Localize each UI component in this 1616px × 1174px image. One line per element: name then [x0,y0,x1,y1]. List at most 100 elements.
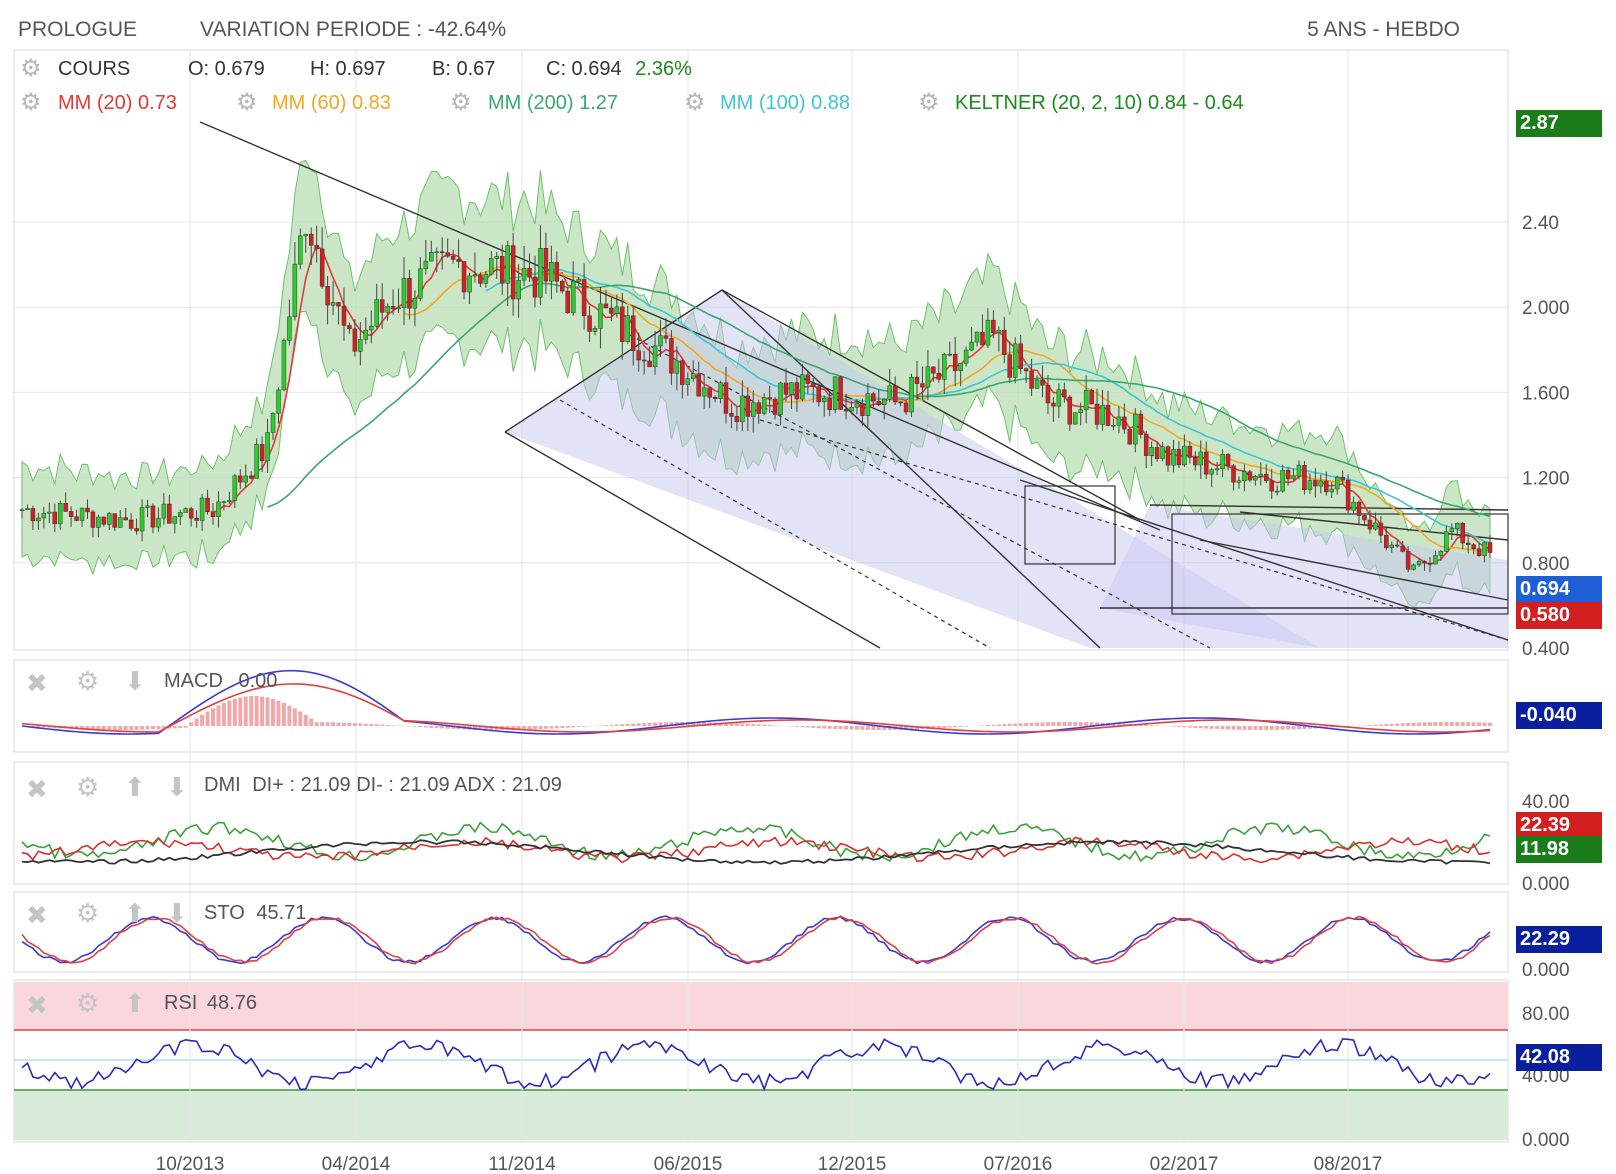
macd-histogram-bar [691,722,696,726]
rsi-close-icon[interactable]: ✖ [26,990,48,1020]
candle-body [1471,544,1476,549]
mm100-gear-icon[interactable]: ⚙ [684,89,706,116]
cours-gear-icon[interactable]: ⚙ [20,55,42,82]
pattern-box-1 [1171,513,1509,615]
mm20-gear-icon[interactable]: ⚙ [20,89,42,116]
sto-close-icon[interactable]: ✖ [26,900,48,930]
macd-close-icon[interactable]: ✖ [26,668,48,698]
macd-histogram-bar [1384,724,1389,726]
candle-body [1209,469,1214,475]
sto-gear-icon[interactable]: ⚙ [76,898,100,928]
candle-body [1438,551,1444,556]
macd-histogram-bar [947,726,952,728]
price-tick-label: 2.40 [1522,213,1559,234]
macd-histogram-bar [434,726,439,729]
mm200-gear-icon[interactable]: ⚙ [450,89,472,116]
candle-body [1051,402,1056,407]
candle-body [205,497,210,512]
macd-histogram-bar [1073,722,1078,726]
macd-histogram-bar [101,726,106,730]
candle-body [363,329,369,340]
macd-histogram-bar [838,726,843,730]
candle-body [581,279,587,317]
candle-body [996,329,1002,334]
candle-body [603,303,609,309]
dmi-up-icon[interactable]: ⬆ [124,772,146,802]
macd-histogram-bar [620,724,625,726]
macd-histogram-bar [90,726,95,730]
dmi-close-icon[interactable]: ✖ [26,774,48,804]
candle-body [527,268,532,278]
keltner-gear-icon[interactable]: ⚙ [918,89,940,116]
candle-body [674,360,680,374]
dmi-gear-icon[interactable]: ⚙ [76,772,100,802]
candle-body [68,511,74,517]
macd-histogram-bar [931,726,936,729]
candle-body [947,353,952,356]
candle-body [756,402,761,414]
candle-body [931,366,936,374]
candle-body [832,376,838,410]
macd-histogram-bar [794,726,799,727]
period-selector[interactable]: 5 ANS - HEBDO [1307,18,1460,41]
sto-up-icon[interactable]: ⬆ [124,898,146,928]
macd-histogram-bar [1095,722,1100,726]
candle-body [1373,522,1378,530]
mm60-gear-icon[interactable]: ⚙ [236,89,258,116]
macd-gear-icon[interactable]: ⚙ [76,666,100,696]
candle-body [150,505,156,528]
macd-histogram-bar [298,711,303,726]
candle-body [298,235,303,265]
candle-body [669,338,674,374]
macd-histogram-bar [745,723,750,726]
candle-body [199,497,205,521]
candle-body [1274,490,1280,493]
rsi-line [21,1038,1491,1092]
rsi-up-icon[interactable]: ⬆ [124,988,146,1018]
dmi-down-icon[interactable]: ⬇ [166,772,188,802]
candle-body [52,511,57,525]
macd-histogram-bar [292,708,297,726]
macd-histogram-bar [140,726,145,730]
candle-body [483,273,489,284]
macd-histogram-bar [1176,726,1181,727]
macd-histogram-bar [1236,726,1241,730]
macd-histogram-bar [445,726,450,729]
macd-histogram-bar [1417,722,1422,726]
macd-histogram-bar [336,722,341,726]
macd-histogram-bar [723,722,728,726]
candle-body [1029,370,1034,389]
price-top-badge: 2.87 [1516,110,1602,137]
mm100-legend: MM (100) 0.88 [720,92,851,114]
macd-histogram-bar [156,726,161,730]
candle-body [1045,385,1051,404]
trend-line-7 [1149,504,1509,511]
macd-histogram-bar [161,726,166,729]
candle-body [238,475,243,483]
macd-histogram-bar [1122,723,1127,726]
axes: 2.40 2.000 1.600 1.200 0.800 0.400 10/2013 04/2… [156,213,1570,1174]
macd-histogram-bar [1460,722,1465,726]
candle-body [1040,379,1045,386]
rsi-gear-icon[interactable]: ⚙ [76,988,100,1018]
candle-body [871,393,876,402]
sto-label: STO [204,902,245,924]
macd-histogram-bar [958,726,963,727]
sto-down-icon[interactable]: ⬇ [166,898,188,928]
candle-body [265,432,270,462]
candle-body [865,393,871,416]
macd-value: 0.00 [238,670,278,692]
candle-body [751,402,756,417]
macd-histogram-bar [1411,722,1416,726]
dmi-adx-line [21,839,1491,865]
macd-histogram-bar [1018,723,1023,726]
candle-body [532,276,538,298]
macd-histogram-bar [325,722,330,726]
candle-body [1193,457,1198,466]
dmi-value: DI+ : 21.09 DI- : 21.09 ADX : 21.09 [252,774,562,796]
macd-down-icon[interactable]: ⬇ [124,666,146,696]
candle-body [985,319,991,346]
candle-body [647,360,652,368]
candle-body [243,475,248,483]
candle-body [183,508,188,513]
